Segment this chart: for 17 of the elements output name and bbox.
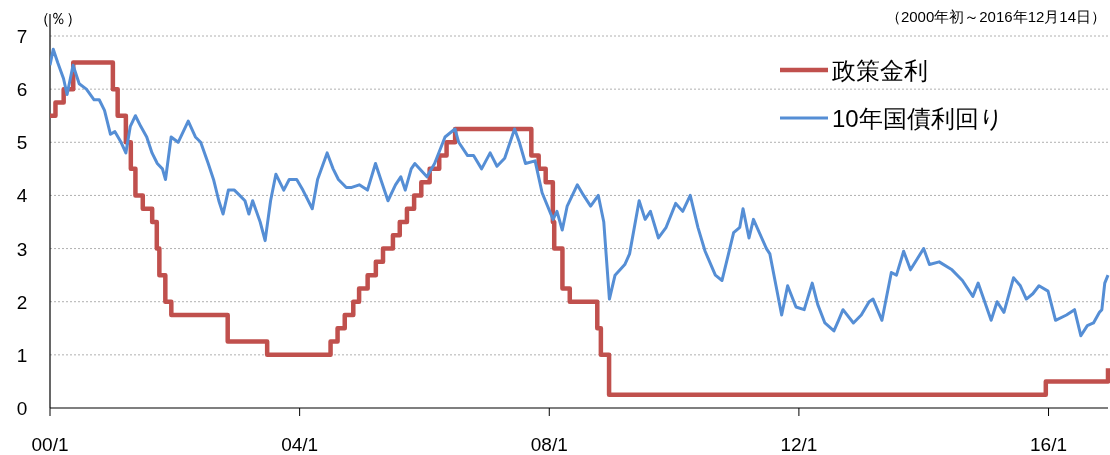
- y-tick-label: 3: [16, 238, 28, 260]
- x-tick-label: 04/1: [281, 434, 319, 455]
- chart-subtitle: （2000年初～2016年12月14日）: [885, 8, 1106, 25]
- legend-label: 10年国債利回り: [832, 105, 1004, 132]
- y-tick-label: 4: [16, 185, 28, 207]
- x-tick-label: 00/1: [31, 434, 69, 455]
- y-tick-label: 5: [16, 132, 28, 154]
- x-tick-label: 16/1: [1030, 434, 1068, 455]
- y-tick-label: 7: [16, 26, 28, 47]
- legend-label: 政策金利: [832, 57, 928, 84]
- y-tick-label: 0: [16, 398, 28, 419]
- y-axis-title: （％）: [34, 10, 82, 27]
- x-tick-label: 12/1: [780, 434, 818, 455]
- y-tick-label: 1: [16, 344, 28, 366]
- x-tick-label: 08/1: [530, 434, 568, 455]
- y-tick-label: 6: [16, 79, 28, 101]
- y-tick-label: 2: [16, 291, 28, 313]
